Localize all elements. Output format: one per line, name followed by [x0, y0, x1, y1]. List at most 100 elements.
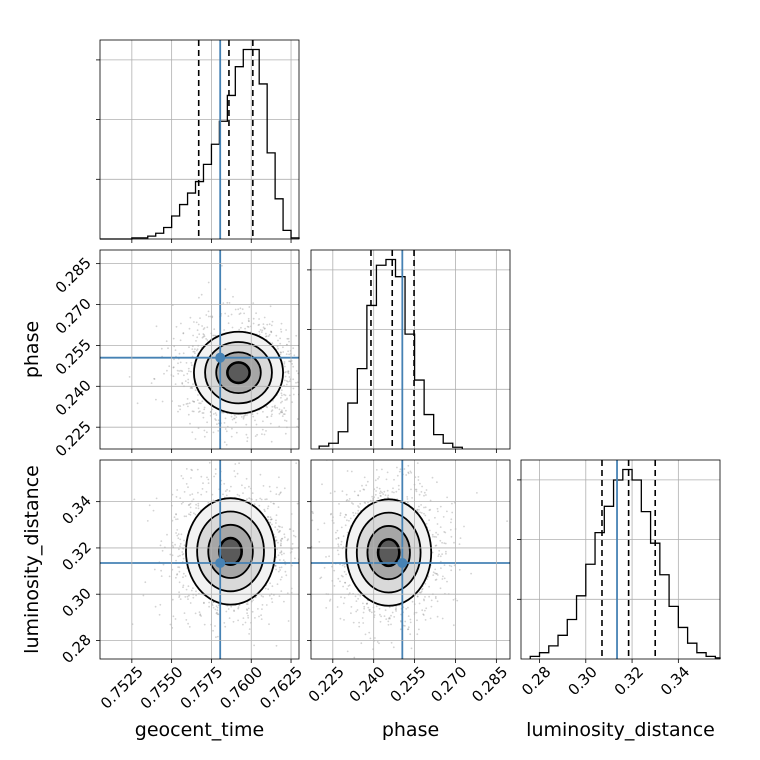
sample-point: [256, 412, 259, 415]
sample-point: [357, 505, 359, 507]
sample-point: [191, 400, 194, 403]
sample-point: [287, 620, 290, 622]
sample-point: [350, 470, 353, 473]
sample-point: [205, 491, 208, 493]
sample-point: [374, 637, 376, 639]
sample-point: [232, 295, 234, 298]
hist-panel-luminosity_distance: 0.28 0.30 0.32 0.34: [517, 459, 721, 699]
sample-point: [375, 605, 378, 608]
sample-point: [197, 323, 200, 326]
sample-point: [392, 487, 394, 490]
sample-point: [214, 473, 217, 475]
sample-point: [274, 526, 277, 528]
sample-point: [253, 644, 256, 647]
sample-point: [266, 406, 269, 409]
sample-point: [343, 565, 346, 568]
sample-point: [399, 628, 402, 631]
sample-point: [277, 541, 279, 544]
sample-point: [438, 553, 440, 556]
sample-point: [446, 496, 448, 499]
contour-line: [376, 537, 401, 568]
sample-point: [288, 380, 291, 383]
sample-point: [269, 516, 272, 519]
sample-point: [241, 308, 244, 311]
sample-point: [148, 504, 151, 507]
sample-point: [279, 559, 281, 561]
sample-point: [175, 496, 178, 498]
sample-point: [189, 511, 192, 514]
sample-point: [258, 330, 261, 333]
sample-point: [318, 541, 321, 543]
sample-point: [194, 513, 197, 516]
sample-point: [251, 492, 254, 494]
sample-point: [411, 600, 414, 603]
sample-point: [176, 534, 179, 537]
sample-point: [280, 322, 283, 325]
sample-point: [377, 477, 379, 480]
sample-point: [453, 541, 455, 544]
sample-point: [278, 493, 281, 496]
sample-point: [340, 526, 343, 529]
sample-point: [177, 372, 180, 375]
sample-point: [342, 575, 344, 578]
sample-point: [329, 598, 332, 601]
sample-point: [363, 488, 366, 491]
sample-point: [252, 302, 255, 304]
sample-point: [393, 616, 396, 618]
panel-frame: [99, 39, 300, 240]
sample-point: [390, 641, 393, 644]
sample-point: [264, 498, 267, 501]
sample-point: [254, 419, 256, 422]
sample-point: [306, 363, 308, 365]
sample-point: [288, 528, 291, 531]
sample-point: [411, 497, 413, 499]
sample-point: [201, 400, 204, 403]
sample-point: [283, 407, 286, 409]
sample-point: [266, 323, 269, 326]
sample-point: [287, 370, 289, 373]
sample-point: [291, 363, 293, 365]
sample-point: [416, 619, 418, 622]
sample-point: [409, 633, 412, 636]
sample-point: [248, 633, 251, 635]
sample-point: [277, 531, 280, 534]
sample-point: [317, 364, 319, 366]
sample-point: [275, 568, 277, 571]
sample-point: [187, 405, 189, 408]
sample-point: [182, 584, 185, 587]
joint-y-tick-label: 0.255: [52, 336, 95, 379]
sample-point: [184, 575, 187, 577]
sample-point: [193, 400, 195, 403]
sample-point: [177, 405, 180, 407]
sample-point: [238, 462, 241, 465]
sample-point: [179, 339, 182, 342]
sample-point: [200, 493, 203, 496]
sample-point: [190, 370, 192, 373]
sample-point: [212, 457, 214, 459]
sample-point: [195, 590, 197, 593]
sample-point: [208, 605, 210, 608]
sample-point: [190, 589, 193, 592]
sample-point: [330, 512, 333, 515]
sample-point: [340, 540, 343, 543]
sample-point: [262, 485, 265, 487]
sample-point: [277, 347, 279, 350]
sample-point: [166, 369, 168, 372]
sample-point: [266, 416, 268, 418]
sample-point: [337, 553, 340, 556]
sample-point: [285, 383, 288, 386]
sample-point: [197, 407, 200, 410]
sample-point: [242, 617, 245, 619]
sample-point: [345, 573, 347, 576]
sample-point: [371, 499, 374, 502]
sample-point: [191, 431, 194, 434]
sample-point: [436, 600, 439, 603]
sample-point: [241, 322, 244, 324]
hist-x-tick-label: 0.28: [518, 663, 554, 699]
sample-point: [332, 522, 335, 524]
sample-point: [234, 475, 237, 478]
contour-line: [207, 523, 254, 579]
sample-point: [274, 407, 277, 409]
sample-point: [160, 569, 162, 572]
sample-point: [429, 508, 432, 511]
